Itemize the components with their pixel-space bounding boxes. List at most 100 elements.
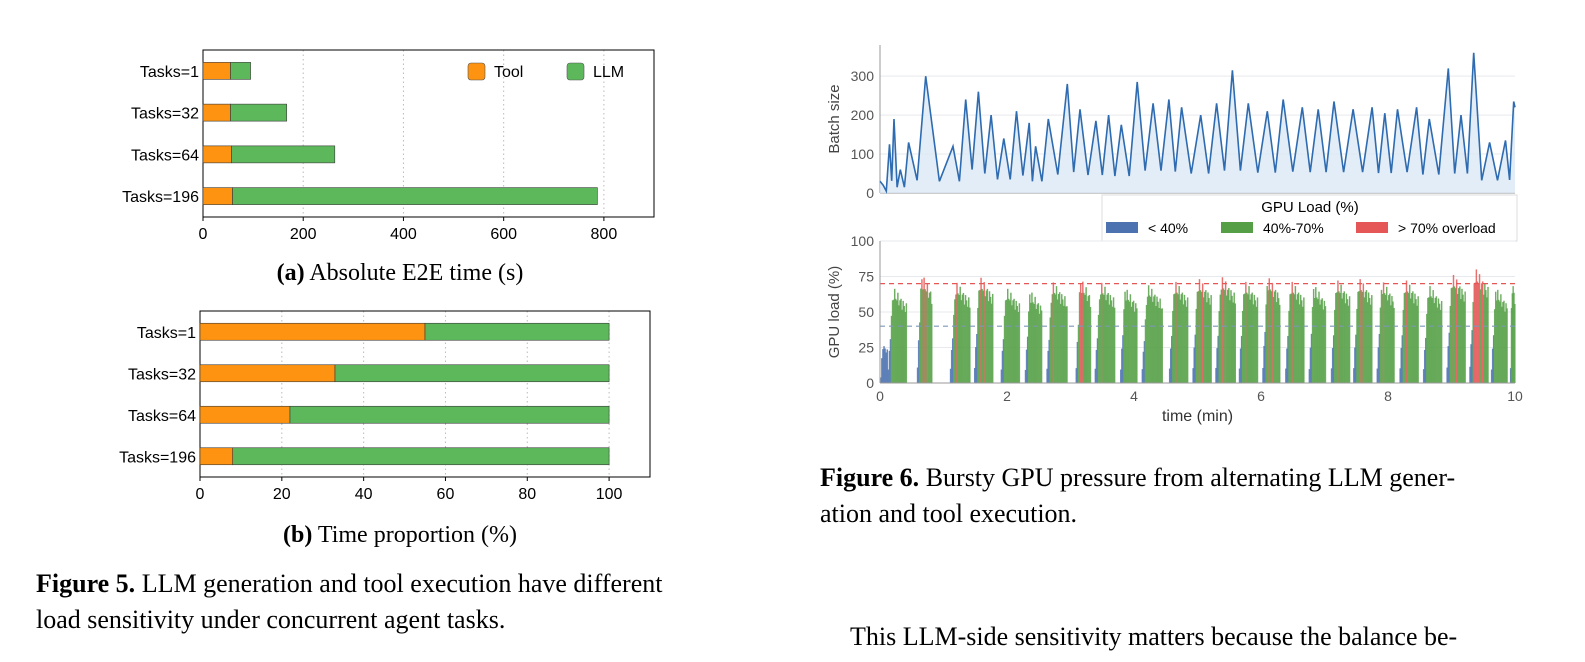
figure-6-caption-line-1: Bursty GPU pressure from alternating LLM…	[925, 463, 1456, 492]
gpu-load-bar	[1152, 301, 1154, 383]
gpu-load-bar	[1215, 367, 1217, 383]
gpu-load-bar	[1289, 294, 1291, 383]
gpu-load-bar	[1279, 304, 1281, 383]
gpu-load-bar	[1344, 303, 1347, 383]
gpu-load-bar	[1082, 281, 1084, 383]
gpu-load-bar	[1141, 369, 1144, 383]
gpu-load-bar	[1513, 292, 1515, 383]
gpu-load-bar	[951, 338, 954, 383]
gpu-load-bar	[1220, 289, 1223, 383]
gpu-load-bar	[899, 300, 901, 383]
y-axis-label: Batch size	[826, 84, 843, 153]
gpu-load-bar	[1039, 305, 1042, 383]
gpu-load-bar	[1439, 309, 1442, 383]
gpu-load-bar	[1356, 308, 1358, 383]
legend-swatch	[1106, 222, 1138, 233]
gpu-load-bar	[1340, 284, 1342, 383]
gpu-load-bar	[916, 367, 919, 383]
gpu-load-bar	[1052, 282, 1055, 383]
gpu-load-bar	[1171, 335, 1173, 383]
gpu-load-bar	[1360, 290, 1362, 383]
gpu-load-bar	[965, 300, 968, 383]
gpu-load-bar	[1168, 368, 1171, 383]
gpu-load-bar	[1145, 304, 1148, 383]
gpu-load-bar	[1047, 350, 1049, 383]
gpu-load-bar	[1247, 294, 1249, 383]
y-tick-label: 100	[851, 146, 875, 162]
chart-absolute-e2e-time: 0 200 400 600 800 Tasks=1 Tasks=32 Tasks=64 Task…	[122, 49, 655, 243]
gpu-load-bar	[1512, 286, 1514, 383]
gpu-load-bar	[1183, 294, 1186, 383]
gpu-load-bar	[1001, 350, 1004, 383]
gpu-load-bar	[1497, 289, 1499, 383]
bar-segment	[199, 322, 426, 341]
gpu-load-bar	[1363, 297, 1366, 383]
gpu-load-bar	[1103, 294, 1105, 383]
gpu-load-bar	[1403, 293, 1406, 383]
gpu-load-bar	[987, 301, 990, 383]
gpu-load-burst	[1285, 281, 1305, 383]
gpu-load-burst	[1353, 279, 1373, 383]
gpu-load-bar	[1120, 369, 1122, 383]
gpu-load-bar	[975, 347, 977, 383]
gpu-load-bar	[1273, 291, 1276, 383]
gpu-load-bar	[1185, 306, 1188, 383]
gpu-load-bar	[1427, 297, 1429, 383]
gpu-load-bar	[1127, 299, 1130, 383]
gpu-load-bar	[1485, 290, 1487, 383]
gpu-load-burst	[1376, 282, 1395, 383]
gpu-load-bar	[1276, 292, 1279, 383]
gpu-load-bar	[1018, 303, 1021, 383]
gpu-load-bar	[1505, 303, 1507, 383]
gpu-load-bar	[1514, 303, 1516, 383]
gpu-load-bar	[1003, 315, 1006, 383]
gpu-load-bar	[1046, 368, 1048, 383]
gpu-load-bar	[1463, 301, 1465, 383]
gpu-load-bar	[1181, 292, 1184, 383]
gpu-load-bar	[1490, 369, 1493, 383]
figure-6-caption-line-2: ation and tool execution.	[820, 499, 1078, 528]
subfigure-b-caption: (b) Time proportion (%)	[240, 522, 560, 549]
figure-5-label: Figure 5.	[36, 569, 136, 598]
gpu-load-bar	[1122, 335, 1124, 383]
x-tick-label: 4	[1130, 388, 1138, 404]
gpu-load-bar	[1277, 298, 1280, 383]
gpu-load-bar	[1318, 291, 1320, 383]
figure-5-caption-line-1: LLM generation and tool execution have d…	[141, 569, 663, 598]
body-paragraph: This LLM-side sensitivity matters becaus…	[850, 622, 1458, 651]
gpu-load-bar	[1471, 330, 1473, 383]
gpu-load-bar	[1342, 292, 1344, 383]
gpu-load-bar	[1037, 303, 1040, 383]
gpu-load-bar	[1411, 292, 1413, 383]
gpu-load-bar	[1055, 286, 1058, 383]
figure-6-caption: Figure 6. Bursty GPU pressure from alter…	[820, 460, 1540, 532]
gpu-load-bar	[1301, 300, 1303, 383]
gpu-load-bar	[1266, 286, 1268, 383]
gpu-load-bar	[1096, 338, 1099, 383]
gpu-load-bar	[1393, 307, 1395, 383]
gpu-load-bar	[982, 290, 984, 383]
x-tick-label: 0	[876, 388, 884, 404]
gpu-load-bar	[1384, 294, 1387, 383]
gpu-load-bar	[1243, 294, 1245, 383]
gpu-load-bar	[1083, 292, 1085, 383]
gpu-load-bar	[901, 309, 903, 383]
gpu-load-bar	[1366, 302, 1369, 383]
gpu-load-bar	[1354, 347, 1356, 383]
gpu-load-bar	[968, 297, 970, 383]
gpu-load-bar	[1425, 337, 1427, 383]
gpu-load-bar	[1078, 292, 1081, 383]
gpu-load-burst	[1509, 286, 1516, 383]
gpu-load-bar	[1064, 296, 1066, 383]
gpu-load-bar	[977, 307, 979, 383]
gpu-load-bar	[1009, 300, 1011, 383]
gpu-load-bar	[1193, 347, 1195, 383]
gpu-load-bar	[950, 349, 953, 383]
subfigure-a-caption: (a) Absolute E2E time (s)	[240, 260, 560, 287]
gpu-load-bar	[1487, 286, 1489, 383]
gpu-load-bar	[1201, 283, 1204, 383]
gpu-load-bar	[886, 349, 889, 383]
gpu-load-burst	[1024, 292, 1043, 383]
gpu-load-bar	[898, 305, 900, 383]
gpu-load-bar	[1415, 299, 1417, 383]
